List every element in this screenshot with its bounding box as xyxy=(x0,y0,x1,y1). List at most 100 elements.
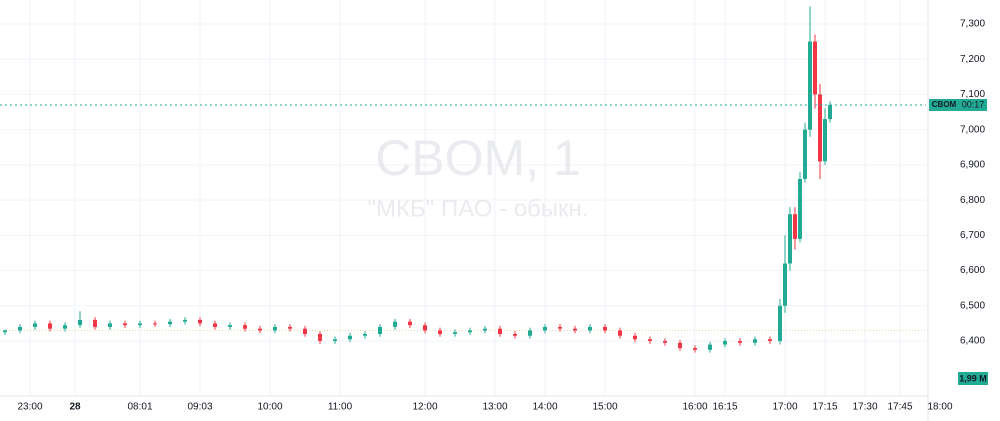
candle-body xyxy=(558,326,562,329)
candle-body xyxy=(813,41,817,95)
candle-body xyxy=(803,129,807,179)
candle-body xyxy=(808,41,812,130)
candle-body xyxy=(648,339,652,342)
candle-body xyxy=(303,328,307,334)
candle-body xyxy=(633,335,637,340)
candle-body xyxy=(498,328,502,334)
candle-body xyxy=(123,323,127,326)
x-tick-label: 16:15 xyxy=(712,402,737,413)
y-tick-label: 6,600 xyxy=(960,265,985,276)
x-tick-label: 14:00 xyxy=(532,402,557,413)
candle-body xyxy=(663,341,667,343)
candle-body xyxy=(753,339,757,343)
candle-body xyxy=(678,342,682,349)
y-tick-label: 6,700 xyxy=(960,230,985,241)
candle-body xyxy=(823,119,827,162)
watermark-title: CBOM, 1 xyxy=(375,130,581,186)
candle-body xyxy=(108,323,112,327)
candle-body xyxy=(483,328,487,331)
x-tick-label: 17:30 xyxy=(852,402,877,413)
candle-body xyxy=(33,323,37,327)
candle-body xyxy=(818,94,822,162)
x-tick-label: 08:01 xyxy=(127,402,152,413)
volume-label: 1,99 M xyxy=(959,373,987,383)
candle-body xyxy=(3,330,7,333)
candle-body xyxy=(588,326,592,331)
candle-body xyxy=(348,335,352,340)
candle-body xyxy=(708,344,712,350)
candle-body xyxy=(318,333,322,342)
x-tick-label: 13:00 xyxy=(482,402,507,413)
x-tick-label: 23:00 xyxy=(17,402,42,413)
countdown-label: 00:17 xyxy=(962,99,985,109)
candle-body xyxy=(543,326,547,331)
x-tick-label: 15:00 xyxy=(592,402,617,413)
candle-body xyxy=(438,330,442,334)
y-tick-label: 7,200 xyxy=(960,54,985,65)
x-tick-label: 10:00 xyxy=(257,402,282,413)
candle-body xyxy=(693,348,697,350)
candle-body xyxy=(513,333,517,336)
candle-body xyxy=(408,321,412,326)
candle-body xyxy=(528,330,532,336)
candle-body xyxy=(378,326,382,334)
candle-body xyxy=(228,325,232,327)
candle-body xyxy=(63,325,67,329)
x-tick-label: 17:15 xyxy=(812,402,837,413)
candle-body xyxy=(258,328,262,331)
x-tick-label: 16:00 xyxy=(682,402,707,413)
candle-body xyxy=(423,325,427,331)
candle-body xyxy=(93,319,97,327)
x-tick-label: 11:00 xyxy=(328,402,353,413)
candle-body xyxy=(18,326,22,331)
candle-body xyxy=(738,341,742,343)
x-tick-label: 28 xyxy=(69,402,81,413)
y-tick-label: 6,900 xyxy=(960,160,985,171)
candle-body xyxy=(213,323,217,327)
candle-body xyxy=(573,328,577,331)
watermark-subtitle: "МКБ" ПАО - обыкн. xyxy=(368,195,589,222)
candle-body xyxy=(793,214,797,239)
y-tick-label: 6,500 xyxy=(960,300,985,311)
candle-body xyxy=(798,178,802,239)
ticker-label: CBOM xyxy=(932,100,957,109)
countdown-box xyxy=(959,98,987,111)
candle-body xyxy=(333,339,337,342)
candle-body xyxy=(468,330,472,333)
candle-body xyxy=(393,321,397,327)
candle-body xyxy=(288,326,292,329)
candle-body xyxy=(828,104,832,120)
y-tick-label: 6,400 xyxy=(960,336,985,347)
y-tick-label: 7,100 xyxy=(960,89,985,100)
candle-body xyxy=(363,333,367,336)
candle-body xyxy=(153,323,157,325)
y-tick-label: 6,800 xyxy=(960,195,985,206)
y-tick-label: 7,000 xyxy=(960,124,985,135)
x-tick-label: 18:00 xyxy=(927,402,952,413)
candle-body xyxy=(768,339,772,342)
x-tick-label: 12:00 xyxy=(412,402,437,413)
x-tick-label: 17:00 xyxy=(772,402,797,413)
volume-box xyxy=(958,372,988,385)
candle-body xyxy=(618,330,622,336)
candle-body xyxy=(183,319,187,322)
x-tick-label: 09:03 xyxy=(187,402,212,413)
candle-body xyxy=(723,341,727,345)
candle-body xyxy=(78,319,82,326)
ticker-box xyxy=(929,98,959,111)
candle-body xyxy=(453,332,457,334)
candle-body xyxy=(243,325,247,329)
candle-body xyxy=(603,326,607,331)
candle-body xyxy=(138,323,142,326)
y-tick-label: 7,300 xyxy=(960,19,985,30)
x-tick-label: 17:45 xyxy=(887,402,912,413)
candle-body xyxy=(168,321,172,325)
candle-body xyxy=(48,323,52,329)
candle-body xyxy=(788,214,792,264)
candle-body xyxy=(783,263,787,306)
candle-body xyxy=(198,319,202,324)
candle-body xyxy=(778,305,782,342)
